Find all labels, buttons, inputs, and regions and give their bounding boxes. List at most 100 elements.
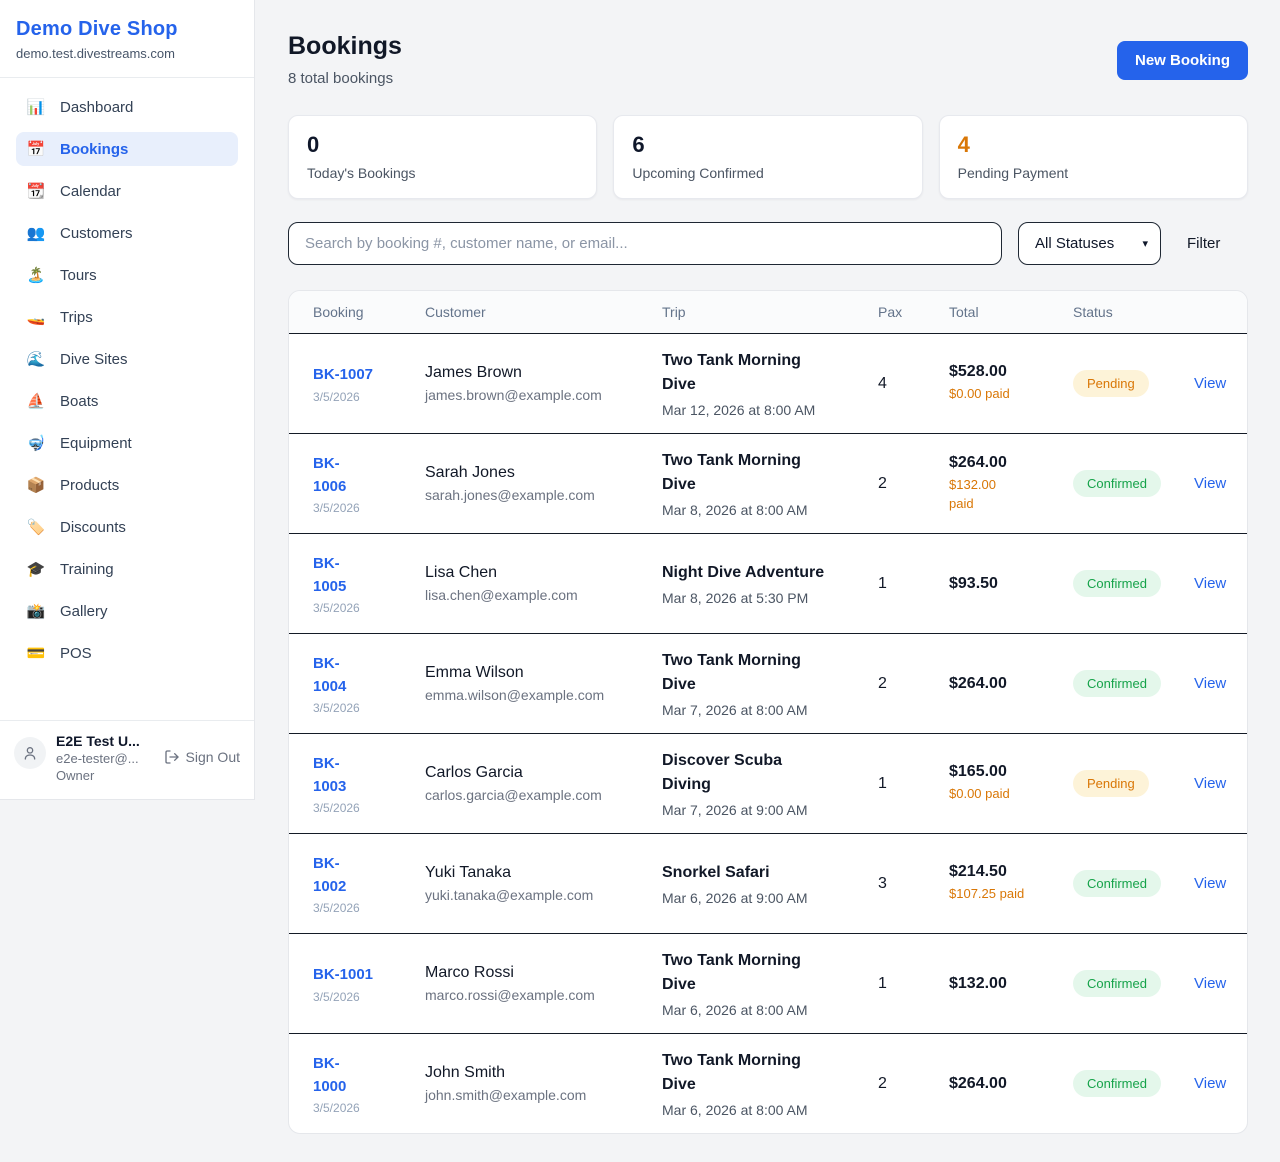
col-total: Total (949, 304, 979, 320)
sidebar-item-bookings[interactable]: 📅 Bookings (16, 132, 238, 166)
sidebar-item-calendar[interactable]: 📆 Calendar (26, 182, 121, 201)
sidebar-item-dashboard[interactable]: 📊 Dashboard (26, 98, 134, 117)
stat-value: 4 (957, 132, 970, 157)
sidebar-item-discounts[interactable]: 🏷️ Discounts (26, 518, 126, 537)
status-badge: Confirmed (1073, 870, 1161, 897)
avatar (14, 737, 46, 769)
booking-date: 3/5/2026 (313, 989, 360, 1004)
view-link[interactable]: View (1194, 875, 1227, 892)
booking-id-link[interactable]: BK- 1005 (313, 554, 347, 595)
booking-date: 3/5/2026 (313, 389, 360, 404)
page-title: Bookings (288, 32, 402, 60)
sidebar-item-boats[interactable]: ⛵ Boats (26, 392, 99, 411)
table-row: BK- 1002 3/5/2026 Yuki Tanaka yuki.tanak… (289, 833, 1247, 933)
view-link[interactable]: View (1194, 475, 1227, 492)
view-link[interactable]: View (1194, 975, 1227, 992)
status-badge: Pending (1073, 770, 1149, 797)
paid-amount: $132.00 paid (949, 477, 996, 511)
total-amount: $93.50 (949, 574, 998, 592)
shop-domain: demo.test.divestreams.com (16, 46, 175, 61)
customer-name: Carlos Garcia (425, 764, 523, 781)
filter-button[interactable]: Filter (1187, 235, 1221, 252)
new-booking-button[interactable]: New Booking (1116, 41, 1248, 80)
status-badge: Confirmed (1073, 1070, 1161, 1097)
view-link[interactable]: View (1194, 775, 1227, 792)
customer-name: Yuki Tanaka (425, 864, 511, 881)
stat-label: Pending Payment (957, 165, 1069, 181)
customers-icon: 👥 (26, 225, 46, 242)
paid-amount: $107.25 paid (949, 886, 1025, 902)
booking-id-link[interactable]: BK- 1000 (313, 1054, 347, 1095)
status-badge: Confirmed (1073, 570, 1161, 597)
booking-id-link[interactable]: BK- 1004 (313, 654, 347, 695)
booking-date: 3/5/2026 (313, 701, 360, 716)
user-meta: E2E Test U... e2e-tester@... Owner (56, 733, 154, 783)
trip-name: Two Tank Morning Dive (662, 652, 801, 693)
sidebar-item-dive-sites[interactable]: 🌊 Dive Sites (26, 350, 128, 369)
shop-header: Demo Dive Shop demo.test.divestreams.com (0, 0, 254, 78)
sidebar-item-trips[interactable]: 🚤 Trips (26, 308, 93, 327)
booking-id-link[interactable]: BK- 1006 (313, 454, 347, 495)
customer-name: Lisa Chen (425, 564, 498, 581)
total-amount: $132.00 (949, 974, 1007, 992)
pax-count: 2 (878, 1074, 887, 1092)
sidebar-item-training[interactable]: 🎓 Training (26, 560, 114, 579)
sign-out-button[interactable]: Sign Out (164, 749, 240, 765)
trip-date: Mar 8, 2026 at 8:00 AM (662, 502, 808, 518)
paid-amount: $0.00 paid (949, 386, 1010, 402)
stat-card-today-s-bookings: 0 Today's Bookings (288, 115, 598, 199)
booking-id-link[interactable]: BK-1001 (313, 966, 374, 984)
table-row: BK- 1003 3/5/2026 Carlos Garcia carlos.g… (289, 733, 1247, 833)
boats-icon: ⛵ (26, 393, 46, 410)
page-header: Bookings 8 total bookings New Booking (288, 32, 1248, 87)
user-box: E2E Test U... e2e-tester@... Owner Sign … (0, 720, 254, 799)
stat-value: 0 (307, 132, 320, 157)
bookings-table: Booking Customer Trip Pax Total Status B… (288, 290, 1248, 1134)
booking-id-link[interactable]: BK- 1002 (313, 854, 347, 895)
customer-name: Emma Wilson (425, 664, 524, 681)
sidebar-item-tours[interactable]: 🏝️ Tours (26, 266, 97, 285)
training-icon: 🎓 (26, 561, 46, 578)
status-select-value: All Statuses (1035, 235, 1115, 252)
trip-name: Two Tank Morning Dive (662, 952, 801, 993)
discounts-icon: 🏷️ (26, 519, 46, 536)
view-link[interactable]: View (1194, 375, 1227, 392)
pax-count: 1 (878, 974, 887, 992)
customer-email: emma.wilson@example.com (425, 687, 605, 703)
search-input[interactable] (288, 222, 1002, 265)
booking-date: 3/5/2026 (313, 1101, 360, 1116)
stat-label: Today's Bookings (307, 165, 416, 181)
status-select[interactable]: All Statuses ▾ (1018, 222, 1161, 265)
shop-name: Demo Dive Shop (16, 18, 178, 40)
total-amount: $264.00 (949, 454, 1007, 472)
booking-id-link[interactable]: BK- 1003 (313, 754, 347, 795)
booking-id-link[interactable]: BK-1007 (313, 366, 374, 384)
sidebar-item-gallery[interactable]: 📸 Gallery (26, 602, 108, 621)
sidebar-item-pos[interactable]: 💳 POS (26, 644, 92, 663)
stat-label: Upcoming Confirmed (632, 165, 764, 181)
stats-cards: 0 Today's Bookings 6 Upcoming Confirmed 4 Pen… (288, 115, 1248, 199)
stat-card-pending-payment: 4 Pending Payment (938, 115, 1248, 199)
stat-card-upcoming-confirmed: 6 Upcoming Confirmed (613, 115, 923, 199)
trip-name: Two Tank Morning Dive (662, 1052, 801, 1093)
table-row: BK- 1004 3/5/2026 Emma Wilson emma.wilso… (289, 633, 1247, 733)
booking-date: 3/5/2026 (313, 901, 360, 916)
trip-name: Snorkel Safari (662, 864, 770, 881)
table-header-row: Booking Customer Trip Pax Total Status (289, 291, 1247, 333)
person-icon (24, 747, 36, 760)
view-link[interactable]: View (1194, 675, 1227, 692)
total-amount: $165.00 (949, 763, 1007, 781)
chevron-down-icon: ▾ (1142, 238, 1148, 250)
sidebar-item-customers[interactable]: 👥 Customers (26, 224, 133, 243)
total-amount: $528.00 (949, 363, 1007, 381)
view-link[interactable]: View (1194, 575, 1227, 592)
col-pax: Pax (878, 304, 903, 320)
col-customer: Customer (425, 304, 486, 320)
customer-email: john.smith@example.com (425, 1087, 587, 1103)
sidebar-item-products[interactable]: 📦 Products (26, 476, 120, 495)
sign-out-label: Sign Out (185, 749, 240, 765)
col-booking: Booking (313, 304, 364, 320)
sidebar-item-equipment[interactable]: 🤿 Equipment (26, 434, 132, 453)
filter-row: All Statuses ▾ Filter (288, 222, 1248, 265)
view-link[interactable]: View (1194, 1075, 1227, 1092)
